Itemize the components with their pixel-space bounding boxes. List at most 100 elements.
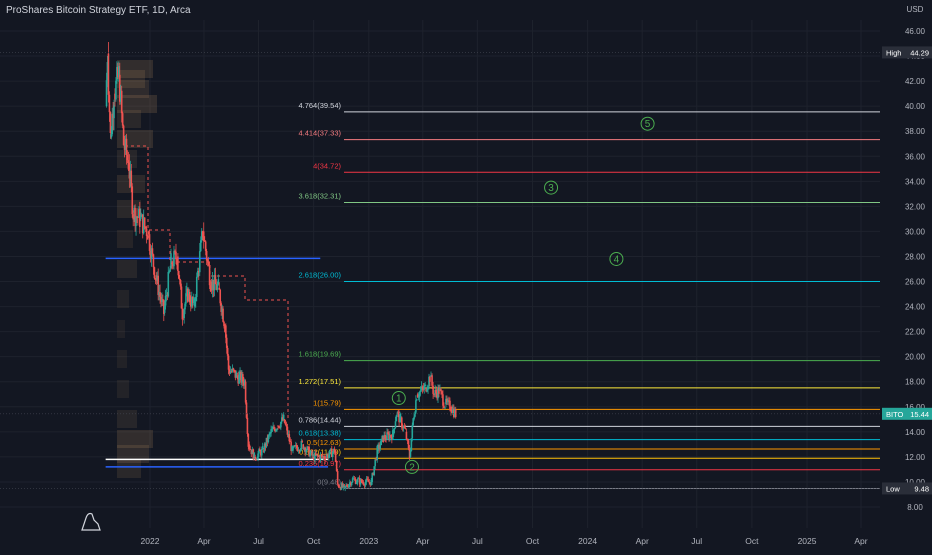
candle-body <box>216 284 219 290</box>
candle-body <box>135 216 137 227</box>
candle-body <box>233 369 236 371</box>
candle-body <box>262 450 265 452</box>
candle-body <box>226 347 229 356</box>
candle-body <box>231 368 234 372</box>
candle-body <box>163 305 166 313</box>
candle-body <box>440 389 442 392</box>
volume-bar <box>117 445 149 463</box>
y-tick-label: 28.00 <box>905 252 926 261</box>
candle-body <box>249 448 252 450</box>
fib-label: 0.5(12.63) <box>307 438 342 447</box>
candle-body <box>114 93 116 100</box>
candle-body <box>347 486 349 488</box>
candle-body <box>300 441 303 450</box>
candle-body <box>177 256 179 271</box>
candle-body <box>348 484 350 488</box>
candle-body <box>229 371 232 374</box>
candle-body <box>362 482 365 485</box>
candle-body <box>418 391 421 397</box>
candle-body <box>232 368 235 370</box>
candle-body <box>260 448 263 456</box>
candle-body <box>111 113 114 135</box>
candle-body <box>330 448 332 450</box>
candle-body <box>182 312 185 319</box>
candle-body <box>327 454 329 459</box>
candle-body <box>282 414 285 421</box>
candle-body <box>221 308 223 312</box>
wave-label-2: 2 <box>409 462 415 473</box>
candle-body <box>138 208 140 218</box>
candle-body <box>220 303 222 312</box>
candle-body <box>373 466 376 476</box>
horizontal-levels <box>105 145 329 468</box>
candle-body <box>405 431 408 440</box>
candle-body <box>255 458 257 460</box>
candle-body <box>336 471 339 485</box>
candle-body <box>321 455 324 457</box>
volume-bar <box>117 110 141 128</box>
candle-body <box>259 449 261 452</box>
y-tick-label: 16.00 <box>905 403 926 412</box>
candle-body <box>187 291 190 295</box>
candle-body <box>335 462 338 472</box>
y-tick-label: 42.00 <box>905 77 926 86</box>
candle-body <box>329 449 331 455</box>
candle-body <box>349 482 352 486</box>
candle-body <box>357 478 360 480</box>
volume-bar <box>117 430 153 448</box>
candle-body <box>157 275 159 296</box>
candle-body <box>297 450 300 452</box>
candle-body <box>133 207 135 213</box>
candle-body <box>333 448 336 453</box>
candle-body <box>284 422 287 425</box>
candle-body <box>302 444 305 450</box>
candle-body <box>318 456 321 461</box>
candle-body <box>451 406 453 413</box>
volume-bar <box>117 260 137 278</box>
candle-body <box>225 325 227 338</box>
y-tick-label: 34.00 <box>905 177 926 186</box>
wave-label-4: 4 <box>614 254 620 265</box>
candle-body <box>272 426 274 429</box>
candle-body <box>432 385 434 394</box>
candle-body <box>366 478 369 480</box>
candle-body <box>299 449 302 451</box>
candle-body <box>201 231 204 238</box>
candle-body <box>214 275 217 285</box>
candle-body <box>239 371 241 375</box>
candle-body <box>136 216 138 218</box>
candle-body <box>134 207 136 227</box>
candle-body <box>361 481 364 483</box>
last-price-value: 15.44 <box>910 410 929 419</box>
candle-body <box>387 432 389 434</box>
candle-body <box>235 372 238 378</box>
candle-body <box>200 231 203 241</box>
candle-body <box>401 427 404 429</box>
price-tags: High 44.29 BITO 15.44 Low 9.48 <box>0 46 932 495</box>
candle-body <box>396 412 399 414</box>
candle-body <box>152 254 155 268</box>
candle-body <box>166 295 169 297</box>
candle-body <box>424 384 426 387</box>
candle-body <box>444 407 446 409</box>
candle-body <box>254 456 257 459</box>
candle-body <box>209 285 212 292</box>
candle-body <box>248 444 251 449</box>
wave-label-circle <box>640 116 655 131</box>
candle-body <box>383 434 385 439</box>
candle-body <box>265 437 268 447</box>
candle-body <box>385 438 387 440</box>
candle-body <box>417 396 420 398</box>
candle-body <box>371 473 374 482</box>
candle-body <box>256 458 258 460</box>
candle-body <box>416 394 419 398</box>
candle-body <box>145 228 148 236</box>
wave-label-circle <box>609 251 624 266</box>
last-price-label: BITO <box>886 410 904 419</box>
candle-body <box>124 138 127 150</box>
candle-body <box>328 454 330 459</box>
y-tick-label: 12.00 <box>905 453 926 462</box>
candle-body <box>144 226 147 229</box>
candle-body <box>160 296 162 302</box>
